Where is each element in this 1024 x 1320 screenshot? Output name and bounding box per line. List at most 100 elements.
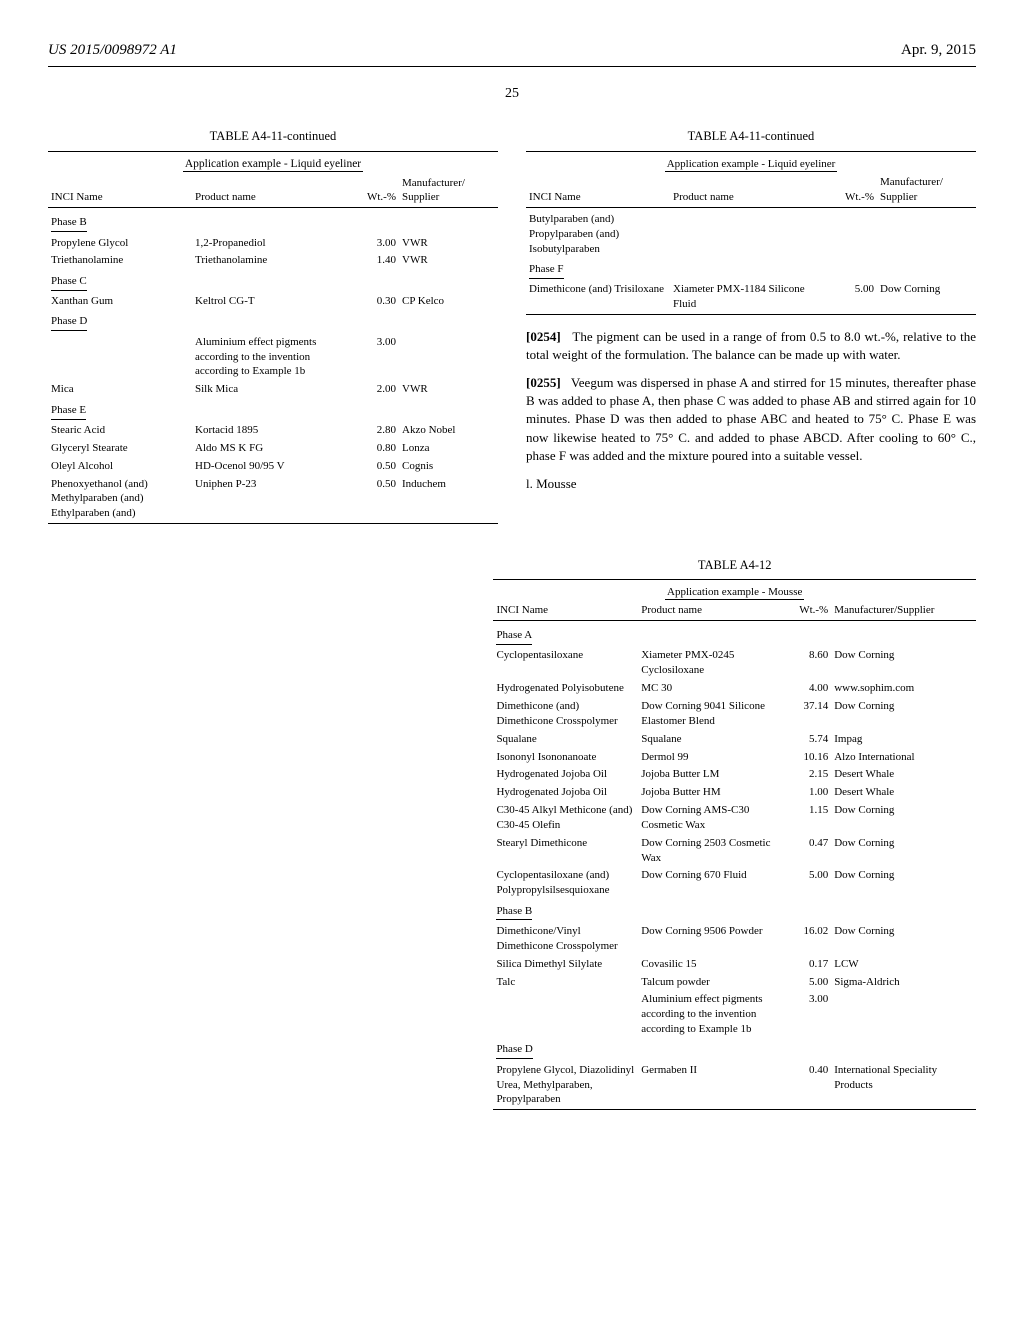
table-row: MicaSilk Mica2.00VWR [48,381,498,399]
cell-wt: 2.15 [783,766,831,784]
phase-label: Phase D [51,314,87,331]
cell-product: Kortacid 1895 [192,422,345,440]
table-row: Stearyl DimethiconeDow Corning 2503 Cosm… [493,834,976,867]
col-supplier: Manufacturer/ Supplier [877,173,976,207]
cell-supplier: LCW [831,955,976,973]
table-a4-12-block: TABLE A4-12 Application example - Mousse… [493,557,976,1113]
para-label: [0255] [526,375,561,390]
cell-product: Uniphen P-23 [192,475,345,523]
cell-supplier: Lonza [399,439,498,457]
header-rule [48,66,976,67]
cell-inci: Butylparaben (and) Propylparaben (and) I… [526,211,670,259]
cell-product: Xiameter PMX-0245 Cyclosiloxane [638,647,783,680]
col-product: Product name [670,173,823,207]
col-inci: INCI Name [526,173,670,207]
cell-supplier: www.sophim.com [831,680,976,698]
table-row: Xanthan GumKeltrol CG-T0.30CP Kelco [48,293,498,311]
cell-inci: Xanthan Gum [48,293,192,311]
cell-inci: Glyceryl Stearate [48,439,192,457]
cell-supplier: VWR [399,234,498,252]
cell-product: Silk Mica [192,381,345,399]
table-row: Silica Dimethyl SilylateCovasilic 150.17… [493,955,976,973]
table-row: Phenoxyethanol (and) Methylparaben (and)… [48,475,498,523]
table-row: Oleyl AlcoholHD-Ocenol 90/95 V0.50Cognis [48,457,498,475]
cell-supplier: Akzo Nobel [399,422,498,440]
cell-supplier: Sigma-Aldrich [831,973,976,991]
cell-inci: Isononyl Isononanoate [493,748,638,766]
cell-inci: Silica Dimethyl Silylate [493,955,638,973]
cell-wt: 0.80 [345,439,399,457]
cell-product: Xiameter PMX-1184 Silicone Fluid [670,281,823,314]
phase-label-row: Phase D [493,1038,976,1061]
cell-wt: 10.16 [783,748,831,766]
table-row: Propylene Glycol1,2-Propanediol3.00VWR [48,234,498,252]
cell-wt: 4.00 [783,680,831,698]
cell-supplier: International Speciality Products [831,1061,976,1109]
publication-number: US 2015/0098972 A1 [48,40,177,60]
table-row: Hydrogenated PolyisobuteneMC 304.00www.s… [493,680,976,698]
paragraph-0255: [0255] Veegum was dispersed in phase A a… [526,374,976,465]
cell-inci: Talc [493,973,638,991]
table-row: Isononyl IsononanoateDermol 9910.16Alzo … [493,748,976,766]
cell-inci [493,991,638,1039]
table-row: Butylparaben (and) Propylparaben (and) I… [526,211,976,259]
table-header-row: INCI Name Product name Wt.-% Manufacture… [526,173,976,207]
table-row: Hydrogenated Jojoba OilJojoba Butter LM2… [493,766,976,784]
table-row: C30-45 Alkyl Methicone (and) C30-45 Olef… [493,802,976,835]
cell-inci: Squalane [493,730,638,748]
cell-product: Aldo MS K FG [192,439,345,457]
cell-supplier: Induchem [399,475,498,523]
table-row: Hydrogenated Jojoba OilJojoba Butter HM1… [493,784,976,802]
cell-supplier: Dow Corning [831,698,976,731]
table-a4-12-table: Application example - Mousse INCI Name P… [493,579,976,1112]
cell-inci: Hydrogenated Polyisobutene [493,680,638,698]
phase-label: Phase E [51,403,86,420]
phase-label-row: Phase B [493,900,976,923]
cell-product: Aluminium effect pigments according to t… [638,991,783,1039]
publication-date: Apr. 9, 2015 [901,40,976,60]
col-wt: Wt.-% [783,601,831,620]
col-inci: INCI Name [493,601,638,620]
cell-product: MC 30 [638,680,783,698]
cell-inci: Dimethicone (and) Trisiloxane [526,281,670,314]
cell-supplier [831,991,976,1039]
cell-wt: 5.74 [783,730,831,748]
cell-inci: Hydrogenated Jojoba Oil [493,784,638,802]
phase-label-row: Phase D [48,310,498,333]
table-a4-11-right: TABLE A4-11-continued Application exampl… [526,128,976,317]
cell-wt [823,211,877,259]
cell-inci: Dimethicone/Vinyl Dimethicone Crosspolym… [493,922,638,955]
cell-wt: 3.00 [783,991,831,1039]
cell-wt: 5.00 [823,281,877,314]
cell-supplier: Dow Corning [877,281,976,314]
cell-wt: 1.15 [783,802,831,835]
col-supplier: Manufacturer/ Supplier [399,174,498,208]
cell-product: Jojoba Butter HM [638,784,783,802]
cell-product: Germaben II [638,1061,783,1109]
table-row: Dimethicone/Vinyl Dimethicone Crosspolym… [493,922,976,955]
phase-label: Phase B [496,904,532,921]
table-row: TalcTalcum powder5.00Sigma-Aldrich [493,973,976,991]
cell-product: Dow Corning 2503 Cosmetic Wax [638,834,783,867]
cell-product: Dermol 99 [638,748,783,766]
cell-wt: 2.80 [345,422,399,440]
cell-supplier: Dow Corning [831,867,976,900]
cell-supplier [399,333,498,381]
phase-label-row: Phase B [48,211,498,234]
cell-supplier: CP Kelco [399,293,498,311]
cell-inci: Cyclopentasiloxane (and) Polypropylsilse… [493,867,638,900]
section-l-mousse: l. Mousse [526,475,976,493]
cell-wt: 0.40 [783,1061,831,1109]
table-a4-11-right-table: Application example - Liquid eyeliner IN… [526,151,976,318]
cell-product: Dow Corning AMS-C30 Cosmetic Wax [638,802,783,835]
cell-product: Dow Corning 670 Fluid [638,867,783,900]
table-row: Glyceryl StearateAldo MS K FG0.80Lonza [48,439,498,457]
phase-label: Phase C [51,274,87,291]
cell-inci: Phenoxyethanol (and) Methylparaben (and)… [48,475,192,523]
table-row: Stearic AcidKortacid 18952.80Akzo Nobel [48,422,498,440]
table-row: SqualaneSqualane5.74Impag [493,730,976,748]
cell-inci: Oleyl Alcohol [48,457,192,475]
cell-inci: Propylene Glycol, Diazolidinyl Urea, Met… [493,1061,638,1109]
cell-wt: 5.00 [783,867,831,900]
cell-inci: Hydrogenated Jojoba Oil [493,766,638,784]
